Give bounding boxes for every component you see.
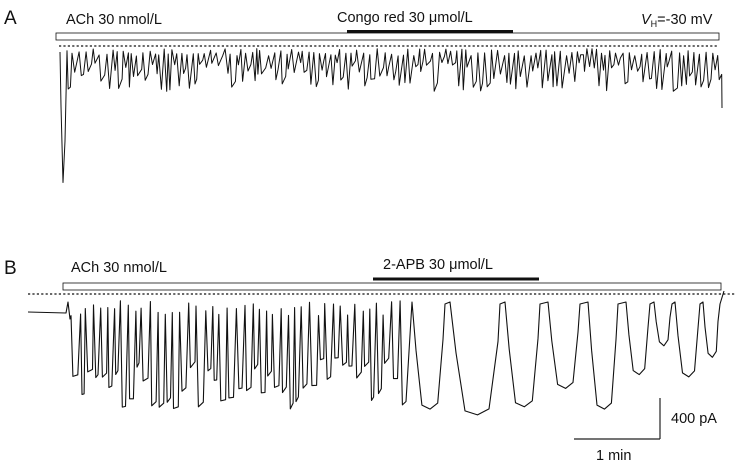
panel-a: A ACh 30 nmol/L Congo red 30 μmol/L VH=-… [4,8,723,183]
vh-value: =-30 mV [657,12,713,28]
panel-b-drug-label: 2-APB 30 μmol/L [383,257,493,273]
panel-a-drug-label: Congo red 30 μmol/L [337,10,473,26]
panel-a-agonist-label: ACh 30 nmol/L [66,12,162,28]
scale-bar-time-label: 1 min [596,448,631,464]
vh-symbol: V [641,12,652,28]
scale-bar: 400 pA 1 min [574,398,717,464]
panel-a-trace [59,48,723,183]
panel-b-agonist-bar [62,282,722,291]
vh-subscript: H [651,19,658,29]
scale-bar-current-label: 400 pA [671,411,717,427]
panel-a-label: A [4,8,17,29]
panel-b-trace [27,290,725,416]
panel-b-agonist-label: ACh 30 nmol/L [71,260,167,276]
panel-a-agonist-bar [55,32,720,41]
panel-b-label: B [4,258,17,279]
panel-a-holding-potential: VH=-30 mV [641,12,713,29]
panel-b: B ACh 30 nmol/L 2-APB 30 μmol/L [4,257,736,416]
